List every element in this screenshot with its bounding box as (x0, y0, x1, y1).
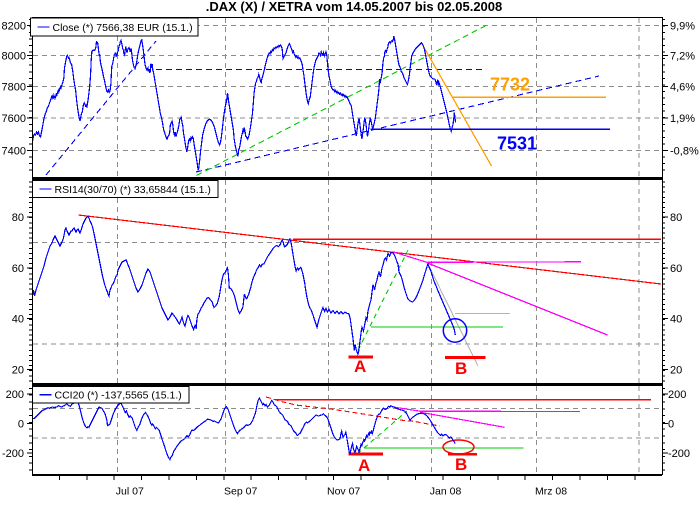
svg-text:Nov 07: Nov 07 (327, 486, 360, 498)
svg-text:Jan 08: Jan 08 (430, 486, 462, 498)
svg-text:A: A (354, 357, 366, 376)
svg-text:4,6%: 4,6% (670, 81, 695, 93)
svg-text:8200: 8200 (2, 21, 26, 33)
svg-text:Mrz 08: Mrz 08 (535, 486, 567, 498)
svg-text:Sep 07: Sep 07 (224, 486, 257, 498)
svg-text:7732: 7732 (490, 75, 530, 95)
svg-text:CCI20 (*) -137,5565 (15.1.): CCI20 (*) -137,5565 (15.1.) (55, 390, 182, 402)
svg-text:80: 80 (670, 212, 682, 224)
svg-text:.DAX (X) / XETRA vom 14.05.200: .DAX (X) / XETRA vom 14.05.2007 bis 02.0… (206, 0, 503, 14)
svg-text:60: 60 (12, 263, 24, 275)
svg-text:20: 20 (12, 364, 24, 376)
svg-text:7400: 7400 (2, 146, 26, 158)
svg-text:80: 80 (12, 212, 24, 224)
svg-text:B: B (455, 455, 467, 474)
svg-text:20: 20 (670, 364, 682, 376)
svg-text:40: 40 (670, 314, 682, 326)
svg-text:RSI14(30/70) (*) 33,65844 (15.: RSI14(30/70) (*) 33,65844 (15.1.) (55, 184, 211, 196)
svg-text:-0,8%: -0,8% (670, 146, 699, 158)
svg-text:A: A (358, 456, 370, 475)
svg-text:7,2%: 7,2% (670, 51, 695, 63)
svg-text:7531: 7531 (497, 134, 537, 154)
svg-text:7600: 7600 (2, 113, 26, 125)
svg-text:0: 0 (18, 418, 24, 430)
svg-text:-200: -200 (2, 448, 24, 460)
svg-text:200: 200 (6, 389, 24, 401)
svg-text:9,9%: 9,9% (670, 21, 695, 33)
svg-text:60: 60 (670, 263, 682, 275)
svg-text:40: 40 (12, 314, 24, 326)
svg-text:B: B (455, 359, 467, 378)
svg-text:8000: 8000 (2, 51, 26, 63)
svg-text:0: 0 (668, 418, 674, 430)
svg-text:Jul 07: Jul 07 (116, 486, 144, 498)
svg-text:Close (*) 7566,38 EUR (15.1.): Close (*) 7566,38 EUR (15.1.) (53, 22, 193, 34)
svg-text:7800: 7800 (2, 81, 26, 93)
svg-text:200: 200 (668, 389, 686, 401)
svg-text:1,9%: 1,9% (670, 113, 695, 125)
svg-text:-200: -200 (668, 448, 690, 460)
